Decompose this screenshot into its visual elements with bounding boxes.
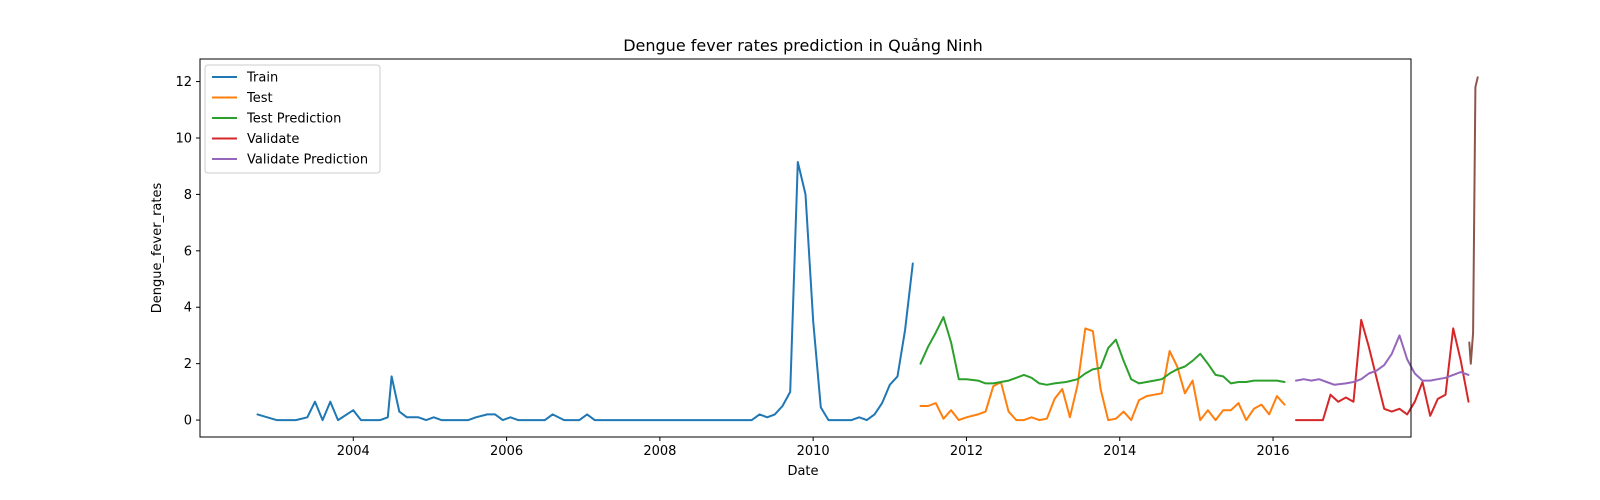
x-tick-label: 2006 <box>490 444 523 459</box>
x-tick-label: 2004 <box>337 444 370 459</box>
series-line-test-prediction <box>919 316 1286 386</box>
legend-label: Validate Prediction <box>247 153 368 168</box>
series-line-validate <box>1295 318 1470 422</box>
y-tick-label: 12 <box>175 75 192 90</box>
series-line-test <box>919 327 1286 422</box>
y-tick-label: 4 <box>184 301 192 316</box>
x-tick-label: 2016 <box>1256 444 1289 459</box>
series-line-train <box>256 161 914 422</box>
series-line-validate-prediction <box>1295 334 1470 386</box>
y-tick-label: 0 <box>184 414 192 429</box>
y-tick-label: 2 <box>184 357 192 372</box>
legend-label: Train <box>246 71 278 86</box>
y-tick-label: 6 <box>184 244 192 259</box>
legend-box <box>204 64 381 174</box>
x-tick-label: 2012 <box>950 444 983 459</box>
x-tick-label: 2008 <box>643 444 676 459</box>
series-line-extra-5 <box>1468 76 1479 365</box>
axes-frame <box>199 58 1412 438</box>
legend: Train Test Test Prediction Validate Validate… <box>204 64 381 174</box>
chart-title: Dengue fever rates prediction in Quảng N… <box>623 36 983 55</box>
y-tick-label: 10 <box>175 131 192 146</box>
axes: 2004 2006 2008 2010 2012 2014 2016 0 2 4 6 8 10 12 <box>175 58 1412 459</box>
x-tick-label: 2010 <box>797 444 830 459</box>
x-axis-label: Date <box>787 464 818 479</box>
legend-label: Test Prediction <box>246 112 341 127</box>
y-tick-label: 8 <box>184 188 192 203</box>
plot-area <box>256 76 1479 422</box>
legend-label: Validate <box>247 132 299 147</box>
y-axis-label: Dengue_fever_rates <box>150 183 165 314</box>
legend-label: Test <box>246 91 273 106</box>
x-tick-label: 2014 <box>1103 444 1136 459</box>
